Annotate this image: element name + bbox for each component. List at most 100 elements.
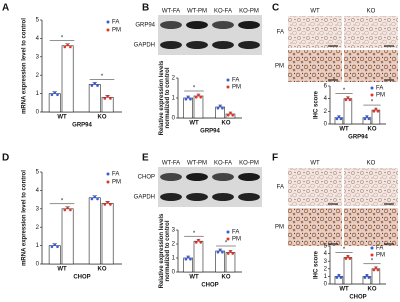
panel-letter: B	[142, 3, 149, 14]
y-tick-label: 2	[36, 225, 40, 231]
data-point	[348, 257, 352, 260]
blot-band	[186, 41, 208, 49]
data-point	[372, 268, 376, 272]
x-tick-label: KO	[368, 127, 377, 133]
x-tick-label: WT	[57, 115, 67, 121]
x-axis-label: GRP94	[200, 129, 220, 135]
bar	[48, 93, 61, 113]
legend-label: FA	[232, 230, 239, 236]
column-label: KO	[367, 161, 376, 167]
data-point	[93, 82, 97, 85]
sig-label: *	[101, 74, 104, 80]
blot-band	[238, 193, 260, 201]
blot-band	[238, 41, 260, 49]
data-point	[186, 95, 190, 99]
column-label: WT	[310, 161, 320, 167]
ihc-image	[344, 208, 398, 246]
ihc-image	[288, 168, 342, 206]
data-point	[348, 98, 352, 102]
y-tick-label: 6	[324, 84, 328, 90]
x-axis-label: CHOP	[201, 283, 218, 289]
blot-image	[158, 15, 262, 55]
data-point	[109, 97, 112, 100]
y-axis-label: mRNA expression level to control	[22, 18, 28, 114]
y-tick-label: 3	[36, 206, 40, 212]
legend-marker	[106, 28, 110, 32]
legend-marker	[106, 20, 110, 24]
data-point	[90, 84, 94, 87]
legend-marker	[226, 230, 230, 234]
bar	[343, 257, 353, 285]
legend-label: PM	[112, 28, 121, 34]
y-tick-label: 0	[324, 282, 328, 288]
data-point	[186, 255, 190, 259]
bar	[101, 202, 114, 265]
data-point	[339, 117, 343, 121]
y-tick-label: 3	[324, 259, 328, 265]
blot-row-label: GAPDH	[134, 43, 155, 49]
ihc-image	[288, 16, 342, 48]
y-tick-label: 1	[36, 243, 40, 249]
y-tick-label: 2	[172, 76, 176, 82]
data-point	[221, 106, 224, 110]
x-tick-label: WT	[189, 121, 199, 127]
sig-label: *	[343, 88, 346, 94]
data-point	[376, 268, 380, 272]
data-point	[69, 208, 72, 212]
legend-marker	[370, 253, 374, 257]
data-point	[189, 97, 192, 101]
panel-letter: F	[272, 153, 278, 164]
x-tick-label: KO	[222, 275, 231, 281]
data-point	[231, 113, 235, 117]
legend-marker	[370, 86, 374, 90]
bar	[343, 98, 353, 125]
y-tick-label: 1	[172, 96, 176, 102]
y-axis-label: Relative expression levelsnormalized to …	[159, 60, 171, 135]
blot-band	[160, 193, 182, 201]
legend-label: PM	[232, 85, 241, 91]
sig-label: *	[371, 258, 374, 264]
legend-marker	[370, 246, 374, 250]
bar	[225, 252, 236, 273]
data-point	[376, 109, 380, 113]
legend-marker	[106, 172, 110, 176]
blot-band	[186, 173, 208, 181]
y-axis-label-line: Relative expression levels	[159, 213, 165, 288]
x-tick-label: KO	[98, 267, 107, 273]
y-axis-label: IHC score	[314, 90, 320, 119]
ihc-image	[344, 50, 398, 82]
x-tick-label: WT	[57, 267, 67, 273]
y-tick-label: 0	[324, 122, 328, 128]
blot-band	[212, 21, 234, 29]
legend-marker	[226, 85, 230, 89]
y-axis-label: IHC score	[314, 250, 320, 279]
legend-label: PM	[376, 253, 385, 259]
blot-band	[212, 41, 234, 49]
blot-band	[212, 173, 234, 181]
y-tick-label: 5	[36, 18, 40, 24]
legend-label: FA	[376, 86, 383, 92]
data-point	[335, 117, 339, 121]
data-point	[90, 197, 94, 201]
data-point	[197, 239, 200, 242]
blot-row-label: CHOP	[138, 175, 155, 181]
data-point	[346, 96, 350, 100]
x-axis-label: GRP94	[348, 135, 368, 141]
data-point	[197, 93, 200, 97]
data-point	[339, 276, 343, 279]
y-axis-label: Relative expression levelsnormalized to …	[159, 213, 171, 288]
sig-label: *	[225, 241, 228, 247]
data-point	[93, 195, 97, 199]
y-tick-label: 5	[324, 244, 328, 250]
lane-label: WT-PM	[187, 9, 207, 15]
blot-band	[160, 21, 182, 29]
row-label: FA	[277, 30, 284, 36]
data-point	[344, 98, 348, 102]
y-tick-label: 2	[36, 73, 40, 79]
legend-label: FA	[232, 78, 239, 84]
y-axis-label-line: normalized to control	[165, 67, 171, 128]
blot-band	[186, 21, 208, 29]
y-axis-label-line: normalized to control	[165, 220, 171, 281]
data-point	[218, 248, 222, 252]
lane-label: KO-PM	[239, 161, 259, 167]
